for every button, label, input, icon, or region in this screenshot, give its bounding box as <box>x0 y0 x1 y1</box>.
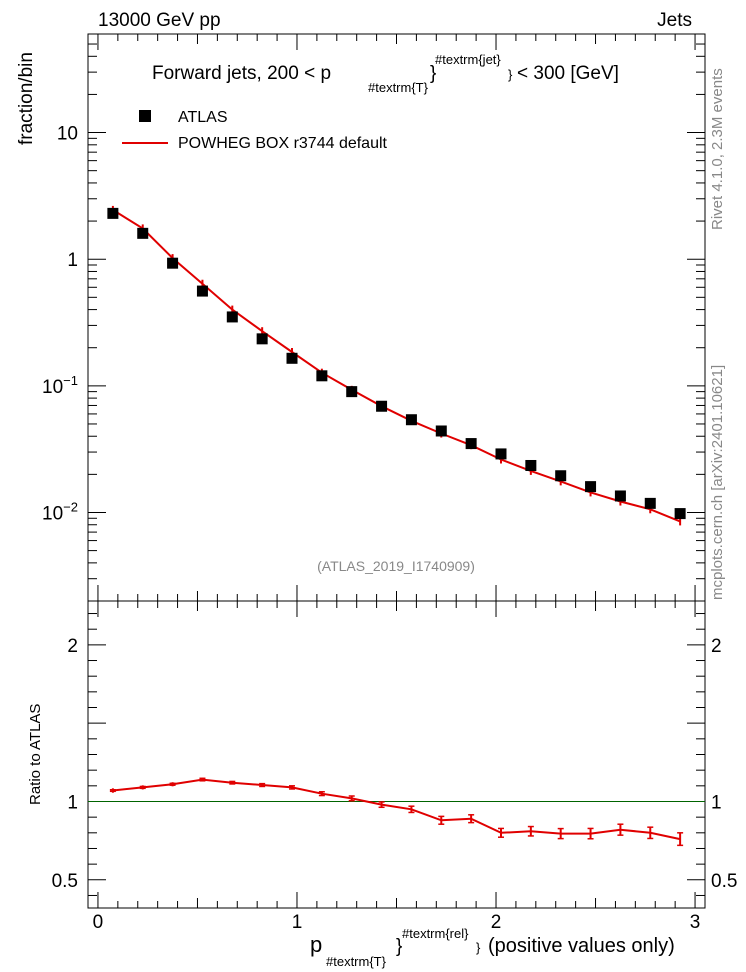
main-data-marks <box>107 205 686 526</box>
ratio-y-tick-label-right: 2 <box>711 636 722 657</box>
x-axis-label: p #textrm{T} } #textrm{rel} } (positive … <box>310 926 675 969</box>
ratio-y-tick-labels: 2 2 1 1 0.5 0.5 <box>52 636 738 892</box>
analysis-watermark: (ATLAS_2019_I1740909) <box>317 558 475 574</box>
ratio-y-axis-label: Ratio to ATLAS <box>27 704 44 805</box>
title-brace-sup: } <box>508 67 513 82</box>
atlas-data-point <box>167 257 179 269</box>
main-plot-panel: 10 1 10−1 10−2 fraction/bin Forward jets, 2… <box>16 33 706 602</box>
ratio-y-tick-label-left: 2 <box>67 636 78 657</box>
main-y-tick-labels: 10 1 10−1 10−2 <box>42 124 78 525</box>
x-label-superscript: #textrm{rel} <box>402 926 469 941</box>
legend: ATLAS POWHEG BOX r3744 default <box>122 109 388 152</box>
x-tick-label: 2 <box>491 912 502 933</box>
x-label-subscript: #textrm{T} <box>326 954 387 969</box>
mc-prediction-line <box>112 209 681 523</box>
atlas-data-point <box>465 438 477 450</box>
ratio-axis-ticks <box>88 601 705 908</box>
atlas-data-point <box>346 386 358 398</box>
atlas-data-point <box>137 227 149 239</box>
legend-label-atlas: ATLAS <box>178 109 228 126</box>
main-y-tick-label: 1 <box>67 250 78 271</box>
atlas-data-point <box>405 414 417 426</box>
x-tick-label: 3 <box>690 912 701 933</box>
atlas-data-point <box>107 207 119 219</box>
x-tick-label: 0 <box>93 912 104 933</box>
title-superscript: #textrm{jet} <box>435 52 501 67</box>
title-subscript: #textrm{T} <box>368 80 429 95</box>
x-label-main: p <box>310 932 322 957</box>
main-y-tick-label: 10 <box>57 124 78 145</box>
atlas-data-point <box>286 352 298 364</box>
x-tick-label: 1 <box>292 912 303 933</box>
x-label-brace: } <box>396 936 402 957</box>
atlas-data-point <box>585 481 597 493</box>
title-main: Forward jets, 200 < p <box>152 63 331 84</box>
ratio-y-tick-label-left: 0.5 <box>52 871 78 892</box>
ratio-plot-panel: 2 2 1 1 0.5 0.5 0 1 2 3 Ratio to ATLAS p #textrm… <box>27 600 738 969</box>
plot-title: Forward jets, 200 < p #textrm{T} #textrm… <box>152 52 619 95</box>
ratio-y-tick-label-right: 1 <box>711 792 722 813</box>
atlas-data-point <box>644 497 656 509</box>
atlas-data-point <box>674 508 686 520</box>
atlas-data-point <box>256 333 268 345</box>
atlas-data-point <box>196 285 208 297</box>
ratio-plot-frame <box>87 600 706 909</box>
main-y-tick-label: 10−1 <box>42 373 78 398</box>
ratio-line <box>112 778 681 841</box>
header-energy-label: 13000 GeV pp <box>98 10 221 31</box>
title-tail: < 300 [GeV] <box>517 63 619 84</box>
ratio-y-tick-label-left: 1 <box>67 792 78 813</box>
ratio-y-tick-label-right: 0.5 <box>711 871 737 892</box>
main-y-axis-label: fraction/bin <box>16 52 37 145</box>
ratio-x-tick-labels: 0 1 2 3 <box>93 912 701 933</box>
atlas-data-point <box>435 425 447 437</box>
rivet-version-label: Rivet 4.1.0, 2.3M events <box>709 68 726 230</box>
atlas-data-point <box>525 459 537 471</box>
ratio-data-marks <box>88 777 705 847</box>
main-y-tick-label: 10−2 <box>42 499 78 524</box>
legend-marker-atlas <box>139 110 151 122</box>
atlas-data-point <box>495 448 507 460</box>
atlas-data-point <box>614 490 626 502</box>
main-axis-ticks <box>88 34 705 601</box>
x-label-tail: (positive values only) <box>488 935 675 957</box>
mcplots-source-label: mcplots.cern.ch [arXiv:2401.10621] <box>709 365 726 600</box>
atlas-data-point <box>376 400 388 412</box>
atlas-data-point <box>316 370 328 382</box>
atlas-data-point <box>555 470 567 482</box>
atlas-data-point <box>226 311 238 323</box>
header-process-label: Jets <box>657 10 692 31</box>
title-brace: } <box>430 63 436 84</box>
legend-label-mc: POWHEG BOX r3744 default <box>178 135 388 152</box>
x-label-brace-sup: } <box>476 940 481 955</box>
